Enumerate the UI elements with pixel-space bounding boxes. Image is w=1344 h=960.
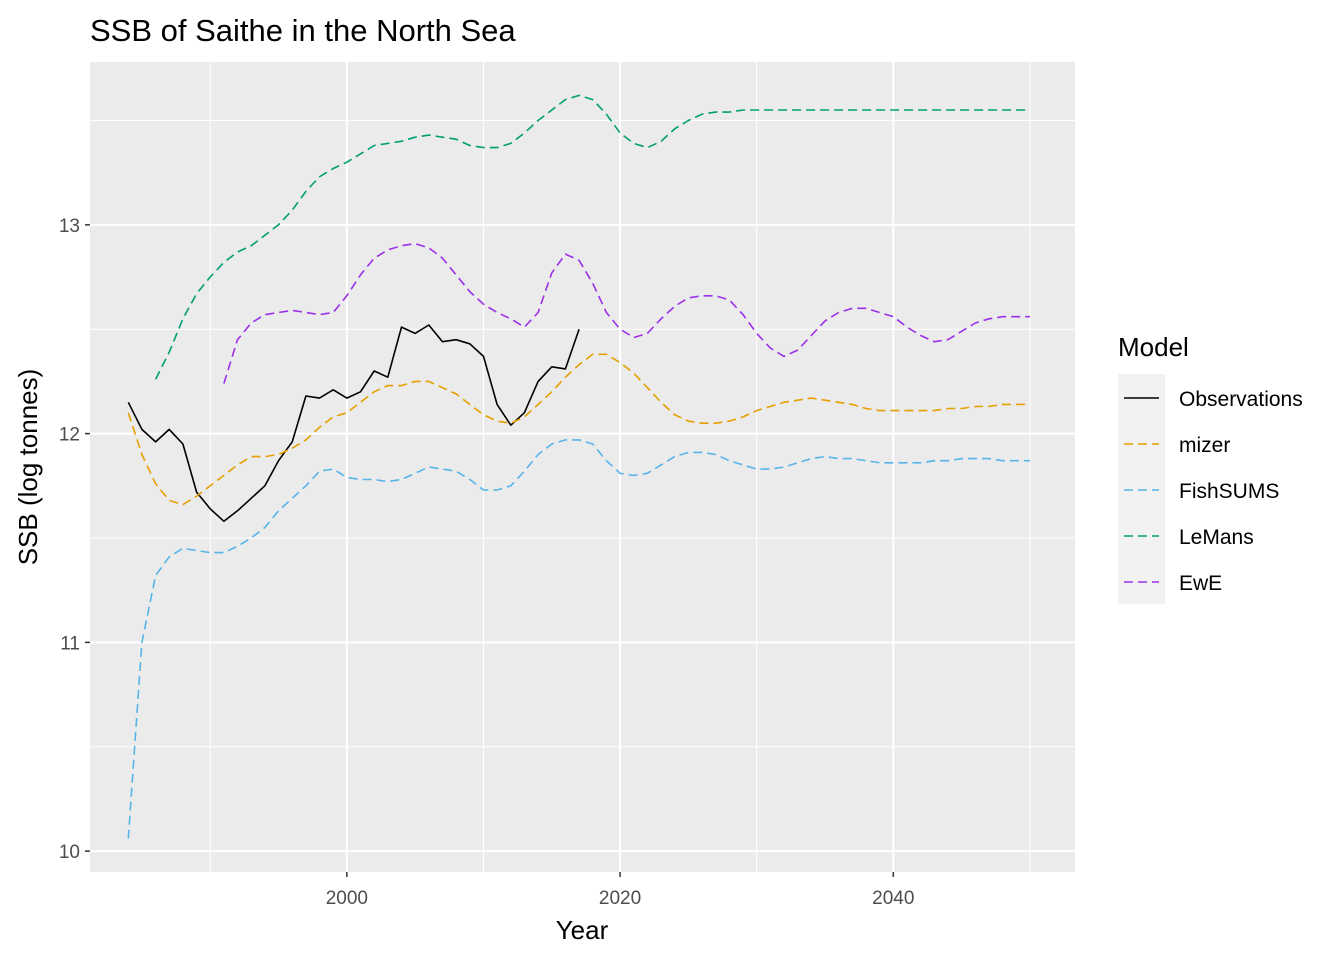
plot-panel [90, 62, 1075, 872]
x-tick-label: 2000 [326, 888, 368, 909]
series-line-observations [127, 324, 580, 523]
grid-major [90, 62, 1075, 872]
y-tick-label: 13 [59, 216, 80, 237]
legend-label: FishSUMS [1179, 480, 1279, 503]
legend-label: Observations [1179, 388, 1303, 411]
x-tick-label: 2020 [599, 888, 641, 909]
y-tick-label: 10 [59, 842, 80, 863]
series-line-fishsums [127, 439, 1030, 839]
chart-title: SSB of Saithe in the North Sea [90, 13, 516, 48]
series-line-lemans [154, 94, 1030, 380]
legend: Model Observations mizer FishSUMS LeMans EwE [1118, 332, 1303, 604]
series-line-mizer [127, 353, 1030, 506]
y-tick-label: 12 [59, 425, 80, 446]
y-tick-label: 11 [60, 633, 80, 654]
plot-background [90, 62, 1075, 872]
axis-ticks: 2000 2020 2040 10 11 12 13 [59, 216, 915, 909]
grid-minor [90, 62, 1075, 872]
legend-title: Model [1118, 332, 1189, 362]
legend-label: EwE [1179, 572, 1222, 595]
series-layer [127, 94, 1030, 839]
series-line-ewe [223, 242, 1030, 384]
legend-items: Observations mizer FishSUMS LeMans EwE [1124, 388, 1303, 595]
x-axis-title: Year [556, 915, 609, 945]
x-tick-label: 2040 [872, 888, 914, 909]
y-axis-title: SSB (log tonnes) [13, 369, 43, 566]
legend-label: LeMans [1179, 526, 1254, 549]
legend-label: mizer [1179, 434, 1230, 457]
legend-key-background [1118, 374, 1165, 604]
